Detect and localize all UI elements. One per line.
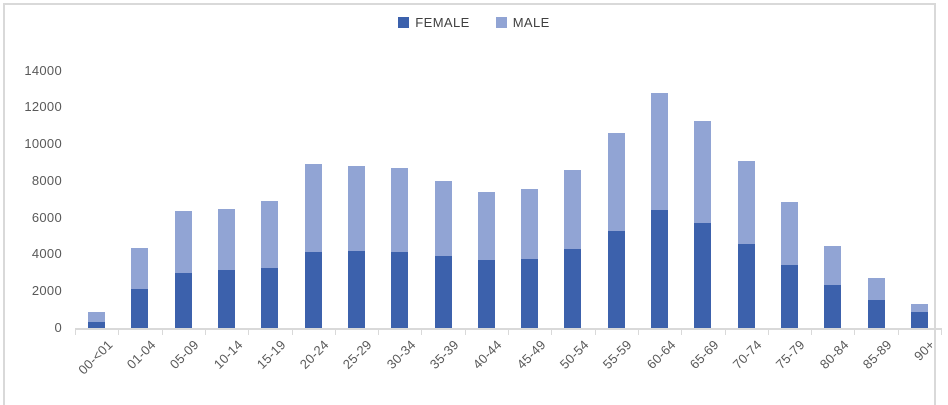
bar-segment-male bbox=[607, 133, 625, 231]
bar-segment-male bbox=[737, 160, 755, 245]
y-axis-label: 10000 bbox=[24, 136, 62, 152]
bar-segment-male bbox=[391, 168, 409, 252]
x-axis-tick bbox=[161, 328, 163, 335]
bar-segment-female bbox=[651, 210, 669, 328]
bar-segment-female bbox=[521, 259, 539, 328]
y-axis-label: 2000 bbox=[31, 283, 62, 299]
bar-segment-male bbox=[521, 189, 539, 260]
y-axis-label: 6000 bbox=[31, 209, 62, 225]
bar-segment-female bbox=[910, 312, 928, 328]
x-axis-tick bbox=[767, 328, 769, 335]
bar-segment-male bbox=[564, 169, 582, 249]
x-axis-tick bbox=[811, 328, 813, 335]
bar-segment-female bbox=[347, 250, 365, 328]
x-axis-tick bbox=[637, 328, 639, 335]
bar-segment-female bbox=[304, 251, 322, 328]
x-axis-label: 10-14 bbox=[210, 337, 246, 372]
x-axis-tick bbox=[594, 328, 596, 335]
x-axis-tick bbox=[464, 328, 466, 335]
x-axis-label: 50-54 bbox=[556, 337, 592, 372]
x-axis-tick bbox=[378, 328, 380, 335]
x-axis-label: 85-89 bbox=[859, 337, 895, 372]
x-axis-tick bbox=[421, 328, 423, 335]
legend-label: FEMALE bbox=[415, 15, 470, 30]
bar-segment-male bbox=[304, 164, 322, 252]
legend-item-male: MALE bbox=[495, 15, 550, 30]
x-axis-label: 60-64 bbox=[643, 337, 679, 372]
x-axis-tick bbox=[941, 328, 942, 335]
x-axis-label: 35-39 bbox=[426, 337, 462, 372]
x-axis-label: 65-69 bbox=[686, 337, 722, 372]
bar-segment-male bbox=[174, 211, 192, 273]
legend: FEMALE MALE bbox=[0, 15, 948, 30]
bar-segment-female bbox=[564, 248, 582, 328]
x-axis-label: 25-29 bbox=[340, 337, 376, 372]
bar-segment-female bbox=[737, 244, 755, 328]
bar-segment-male bbox=[477, 191, 495, 260]
bar-segment-male bbox=[218, 208, 236, 271]
y-axis-label: 4000 bbox=[31, 246, 62, 262]
x-axis-label: 80-84 bbox=[816, 337, 852, 372]
bar-segment-male bbox=[347, 166, 365, 251]
bar-segment-male bbox=[694, 121, 712, 224]
x-axis-label: 00-<01 bbox=[74, 337, 116, 378]
x-axis-label: 20-24 bbox=[296, 337, 332, 372]
x-axis-tick bbox=[204, 328, 206, 335]
x-axis-label: 05-09 bbox=[167, 337, 202, 372]
bar-segment-female bbox=[824, 284, 842, 328]
legend-item-female: FEMALE bbox=[398, 15, 469, 30]
x-axis-label: 15-19 bbox=[253, 337, 289, 372]
x-axis-label: 55-59 bbox=[600, 337, 635, 372]
x-axis-tick bbox=[854, 328, 856, 335]
x-axis-tick bbox=[75, 328, 76, 335]
bar-segment-male bbox=[910, 304, 928, 313]
bar-segment-male bbox=[780, 202, 798, 265]
bar-segment-female bbox=[131, 289, 149, 328]
bar-segment-male bbox=[651, 92, 669, 211]
bar-segment-female bbox=[218, 270, 236, 328]
x-axis-tick bbox=[897, 328, 899, 335]
bar-segment-female bbox=[434, 256, 452, 328]
bar-segment-female bbox=[391, 251, 409, 328]
bar-segment-female bbox=[477, 259, 495, 328]
x-axis-label: 30-34 bbox=[383, 337, 419, 372]
y-axis-label: 8000 bbox=[31, 172, 62, 188]
x-axis-tick bbox=[334, 328, 336, 335]
x-axis-label: 75-79 bbox=[773, 337, 809, 372]
bar-segment-female bbox=[607, 230, 625, 328]
x-axis-tick bbox=[724, 328, 726, 335]
bar-segment-female bbox=[174, 272, 192, 328]
y-axis-label: 14000 bbox=[24, 62, 62, 78]
x-axis-tick bbox=[291, 328, 293, 335]
x-axis-label: 01-04 bbox=[123, 337, 159, 372]
x-axis-label: 90+ bbox=[911, 337, 938, 364]
x-axis-label: 40-44 bbox=[470, 337, 505, 372]
bar-segment-male bbox=[131, 248, 149, 290]
bar-segment-male bbox=[824, 246, 842, 285]
legend-label: MALE bbox=[512, 15, 550, 30]
bar-segment-male bbox=[434, 180, 452, 257]
x-axis-tick bbox=[118, 328, 120, 335]
x-axis-tick bbox=[681, 328, 683, 335]
bar-segment-male bbox=[261, 201, 279, 269]
bar-segment-female bbox=[88, 321, 106, 328]
x-axis-tick bbox=[248, 328, 250, 335]
bar-segment-female bbox=[261, 268, 279, 328]
bar-segment-female bbox=[780, 264, 798, 328]
bar-segment-female bbox=[867, 300, 885, 328]
bar-segment-female bbox=[694, 223, 712, 328]
y-axis-label: 12000 bbox=[24, 99, 62, 115]
bar-segment-male bbox=[867, 278, 885, 301]
x-axis-label: 70-74 bbox=[729, 337, 765, 372]
legend-swatch-female-icon bbox=[398, 17, 410, 28]
legend-swatch-male-icon bbox=[495, 17, 507, 28]
y-axis-label: 0 bbox=[54, 320, 62, 335]
bar-segment-male bbox=[88, 312, 106, 322]
x-axis-label: 45-49 bbox=[513, 337, 549, 372]
x-axis-tick bbox=[508, 328, 509, 335]
x-axis-tick bbox=[551, 328, 553, 335]
